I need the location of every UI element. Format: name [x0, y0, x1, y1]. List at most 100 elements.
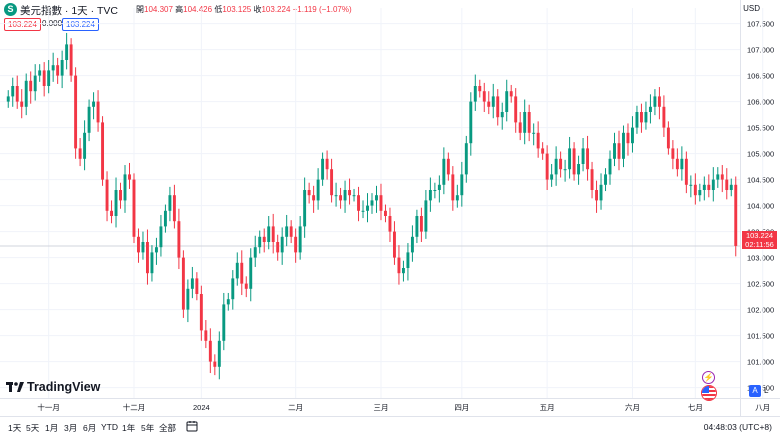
- candle-body: [415, 216, 419, 237]
- candle-body: [208, 340, 212, 362]
- candle-body: [720, 174, 724, 180]
- timeframe-all[interactable]: 全部: [159, 423, 177, 433]
- candle-body: [42, 70, 46, 86]
- candle-body: [581, 148, 585, 164]
- candle-body: [648, 106, 652, 112]
- candle-body: [348, 190, 352, 196]
- candle-body: [698, 190, 702, 196]
- candle-body: [280, 236, 284, 253]
- candle-body: [626, 132, 630, 144]
- candle-body: [734, 184, 738, 246]
- date-range-icon[interactable]: [186, 420, 198, 432]
- candle-body: [469, 101, 473, 144]
- candle-body: [172, 195, 176, 222]
- us-flag-icon[interactable]: [701, 385, 717, 401]
- candle-body: [482, 91, 486, 102]
- clock-readout[interactable]: 04:48:03 (UTC+8): [703, 422, 772, 432]
- candle-body: [460, 174, 464, 196]
- timeframe-5y[interactable]: 5年: [141, 423, 155, 433]
- timeframe-1y[interactable]: 1年: [122, 423, 136, 433]
- high-value: 104.426: [183, 5, 213, 14]
- time-axis-label: 2024: [193, 403, 210, 412]
- symbol-title[interactable]: 美元指數 · 1天 · TVC: [20, 5, 119, 17]
- candle-body: [181, 257, 185, 310]
- candle-body: [357, 195, 360, 211]
- candle-body: [294, 236, 298, 253]
- sell-price-button[interactable]: 103.224: [4, 18, 41, 31]
- candle-body: [599, 184, 603, 201]
- candle-body: [559, 158, 563, 170]
- candle-body: [662, 106, 666, 128]
- candle-body: [110, 210, 113, 216]
- candle-body: [478, 86, 482, 92]
- candle-body: [83, 132, 87, 159]
- auto-scale-button[interactable]: A: [749, 385, 761, 397]
- candle-body: [78, 148, 82, 159]
- candle-body: [505, 91, 509, 112]
- timeframe-1m[interactable]: 1月: [45, 423, 59, 433]
- candle-body: [455, 195, 459, 201]
- time-axis-label: 十二月: [123, 402, 146, 412]
- candle-body: [303, 190, 307, 227]
- candle-body: [675, 158, 679, 170]
- candle-body: [168, 195, 172, 211]
- candle-body: [613, 143, 616, 159]
- candle-body: [680, 158, 684, 170]
- candle-body: [496, 96, 500, 118]
- candle-body: [262, 236, 266, 242]
- candle-body: [285, 226, 289, 237]
- candle-body: [128, 174, 131, 180]
- candle-body: [339, 195, 343, 201]
- candle-body: [11, 86, 15, 97]
- price-axis-label: 107.500: [747, 20, 774, 29]
- candle-body: [177, 221, 181, 258]
- timeframe-1d[interactable]: 1天: [8, 423, 22, 433]
- high-label: 高: [175, 5, 184, 14]
- timeframe-6m[interactable]: 6月: [83, 423, 97, 433]
- ohlc-readout: 開104.307 高104.426 低103.125 收103.224 −1.1…: [136, 4, 352, 15]
- candle-body: [446, 158, 450, 175]
- candle-body: [653, 96, 657, 107]
- candle-body: [29, 80, 33, 92]
- candle-body: [231, 278, 235, 300]
- lightning-icon[interactable]: ⚡: [702, 371, 715, 384]
- candle-body: [397, 257, 401, 274]
- open-value: 104.307: [144, 5, 173, 14]
- tradingview-logo[interactable]: TradingView: [6, 380, 100, 396]
- candle-body: [321, 158, 325, 180]
- candle-body: [38, 70, 42, 76]
- candle-body: [433, 190, 437, 191]
- candle-body: [577, 164, 581, 175]
- timeframe-ytd[interactable]: YTD: [101, 422, 118, 432]
- candle-body: [154, 247, 158, 253]
- symbol-logo-icon[interactable]: S: [4, 3, 17, 16]
- candle-body: [190, 278, 194, 289]
- time-axis-label: 五月: [540, 403, 555, 412]
- candle-body: [325, 158, 329, 170]
- candle-body: [150, 252, 154, 274]
- candle-body: [249, 257, 253, 289]
- buy-price-button[interactable]: 103.224: [62, 18, 99, 31]
- price-axis-label: 101.500: [747, 332, 774, 341]
- candle-body: [276, 242, 280, 253]
- time-axis-label: 七月: [688, 403, 703, 412]
- candle-body: [20, 101, 24, 107]
- close-value: 103.224: [261, 5, 291, 14]
- candle-body: [235, 262, 239, 279]
- candle-body: [384, 210, 387, 216]
- candlestick-chart[interactable]: 107.500 107.000 106.500 106.000 105.500 105.0…: [0, 0, 780, 416]
- candle-body: [541, 148, 545, 154]
- candle-body: [707, 184, 711, 190]
- candle-body: [119, 190, 122, 201]
- price-axis-label: 104.000: [747, 202, 774, 211]
- time-axis-label: 十一月: [37, 402, 60, 412]
- last-price-tag: 103.224 02:11:56: [742, 231, 777, 249]
- timeframe-3m[interactable]: 3月: [64, 423, 78, 433]
- candle-body: [307, 190, 311, 196]
- log-scale-button[interactable]: L: [764, 386, 769, 395]
- candle-body: [491, 96, 495, 107]
- candle-body: [370, 200, 374, 206]
- currency-label[interactable]: USD: [743, 4, 760, 13]
- timeframe-5d[interactable]: 5天: [26, 423, 40, 433]
- change-value: −1.119 (−1.07%): [292, 5, 352, 14]
